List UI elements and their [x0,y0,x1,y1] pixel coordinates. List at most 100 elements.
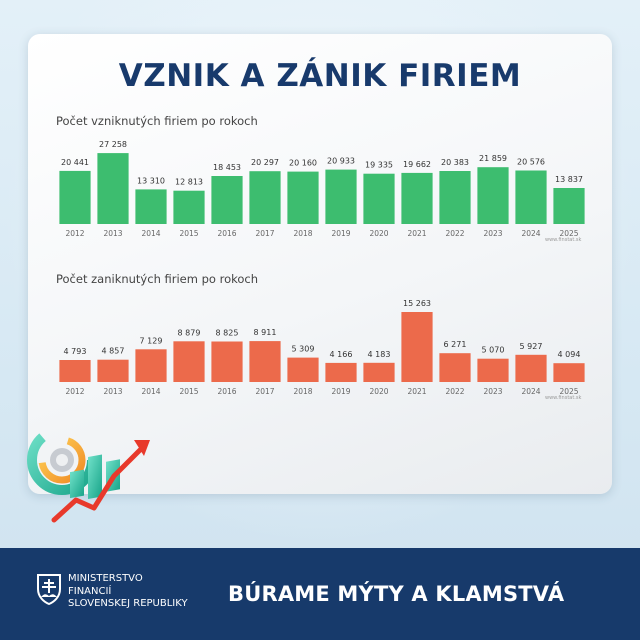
data-label-2014: 13 310 [137,176,165,185]
data-label-2017: 8 911 [254,328,277,337]
bar-2025 [553,188,585,224]
tick-label-2018: 2018 [293,229,312,238]
bar-2022 [439,353,471,382]
ministry-line-1: MINISTERSTVO [68,573,143,584]
bar-2023 [477,167,509,224]
chart-gear-arrow-illustration [27,425,150,523]
data-label-2020: 19 335 [365,161,393,170]
data-label-2018: 20 160 [289,159,317,168]
bar-2018 [287,357,319,382]
tick-label-2023: 2023 [483,387,502,396]
data-label-2018: 5 309 [292,345,315,354]
chart-source-founded: www.finstat.sk [545,237,582,243]
bar-2019 [325,362,357,382]
tick-label-2020: 2020 [369,229,388,238]
data-label-2023: 5 070 [482,346,505,355]
data-label-2013: 4 857 [102,347,125,356]
data-label-2016: 18 453 [213,163,241,172]
data-label-2013: 27 258 [99,140,127,149]
bar-2024 [515,354,547,382]
bar-2019 [325,169,357,224]
bar-2021 [401,172,433,224]
bar-2016 [211,341,243,382]
bar-2014 [135,349,167,382]
tick-label-2021: 2021 [407,229,426,238]
data-label-2015: 8 879 [178,328,201,337]
bar-2017 [249,341,281,382]
bar-2015 [173,341,205,382]
slogan: BÚRAME MÝTY A KLAMSTVÁ [228,582,565,606]
tick-label-2012: 2012 [65,229,84,238]
data-label-2025: 13 837 [555,175,583,184]
tick-label-2017: 2017 [255,229,274,238]
tick-label-2017: 2017 [255,387,274,396]
chart-title-founded: Počet vzniknutých firiem po rokoch [56,114,258,128]
tick-label-2016: 2016 [217,387,236,396]
bar-2023 [477,358,509,382]
tick-label-2024: 2024 [521,229,540,238]
data-label-2015: 12 813 [175,178,203,187]
tick-label-2019: 2019 [331,387,350,396]
tick-label-2016: 2016 [217,229,236,238]
data-label-2017: 20 297 [251,158,279,167]
tick-label-2013: 2013 [103,229,122,238]
data-label-2016: 8 825 [216,329,239,338]
bar-2014 [135,189,167,224]
tick-label-2014: 2014 [141,229,160,238]
bar-2012 [59,170,91,224]
chart-closed-firms: 4 793 2012 4 857 2013 7 129 2014 8 879 2015 8 82… [59,299,585,396]
data-label-2019: 4 166 [330,350,353,359]
slovak-crest-icon [37,574,61,605]
bar-2017 [249,171,281,224]
tick-label-2022: 2022 [445,387,464,396]
tick-label-2021: 2021 [407,387,426,396]
bar-2016 [211,176,243,224]
tick-label-2020: 2020 [369,387,388,396]
tick-label-2025: 2025 [559,229,578,238]
data-label-2021: 19 662 [403,160,431,169]
data-label-2025: 4 094 [558,350,581,359]
data-label-2012: 20 441 [61,158,89,167]
data-label-2019: 20 933 [327,157,355,166]
bar-2013 [97,153,129,224]
infographic-card [28,34,612,494]
bar-2012 [59,360,91,382]
data-label-2012: 4 793 [64,347,87,356]
tick-label-2022: 2022 [445,229,464,238]
tick-label-2018: 2018 [293,387,312,396]
bar-2018 [287,171,319,224]
data-label-2022: 20 383 [441,158,469,167]
bar-2020 [363,173,395,224]
bar-2025 [553,363,585,382]
tick-label-2013: 2013 [103,387,122,396]
data-label-2020: 4 183 [368,350,391,359]
tick-label-2025: 2025 [559,387,578,396]
chart-source-closed: www.finstat.sk [545,395,582,401]
bar-2020 [363,362,395,382]
chart-title-closed: Počet zaniknutých firiem po rokoch [56,272,259,286]
data-label-2022: 6 271 [444,340,467,349]
data-label-2024: 20 576 [517,158,545,167]
data-label-2024: 5 927 [520,342,543,351]
tick-label-2015: 2015 [179,387,198,396]
bar-2024 [515,170,547,224]
data-label-2021: 15 263 [403,299,431,308]
tick-label-2012: 2012 [65,387,84,396]
page-title: VZNIK A ZÁNIK FIRIEM [118,58,522,94]
chart-founded-firms: 20 441 2012 27 258 2013 13 310 2014 12 813 2015… [59,140,585,238]
data-label-2023: 21 859 [479,154,507,163]
bar-2015 [173,190,205,224]
bar-2013 [97,359,129,382]
tick-label-2014: 2014 [141,387,160,396]
tick-label-2015: 2015 [179,229,198,238]
bar-2021 [401,312,433,382]
footer-bar [0,548,640,640]
tick-label-2019: 2019 [331,229,350,238]
tick-label-2023: 2023 [483,229,502,238]
tick-label-2024: 2024 [521,387,540,396]
bar-2022 [439,171,471,224]
data-label-2014: 7 129 [140,336,163,345]
ministry-line-2: FINANCIÍ [68,585,112,597]
ministry-name: MINISTERSTVO FINANCIÍ SLOVENSKEJ REPUBLI… [68,573,188,611]
ministry-line-3: SLOVENSKEJ REPUBLIKY [68,598,188,609]
